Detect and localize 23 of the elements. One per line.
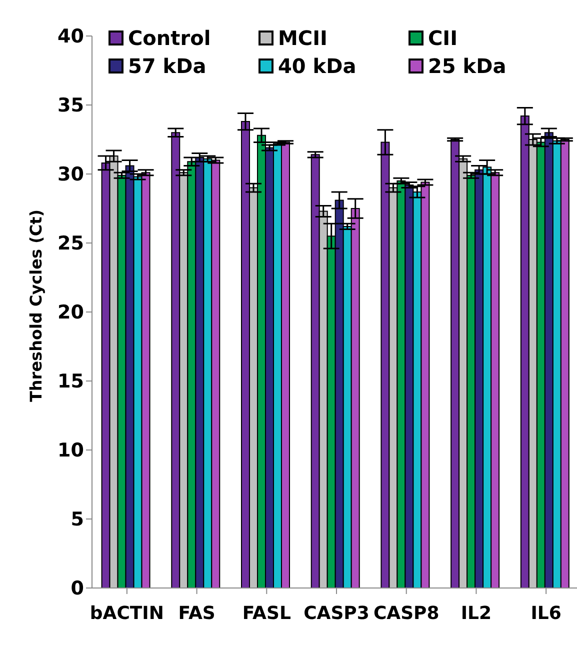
x-tick-label: CASP3 (304, 602, 370, 624)
x-tick-label: IL6 (530, 602, 562, 624)
x-tick-label: CASP8 (373, 602, 440, 624)
y-tick-label: 30 (58, 164, 84, 186)
y-axis-title: Threshold Cycles (Ct) (26, 209, 46, 402)
y-tick-label: 20 (58, 302, 84, 324)
x-tick-label: bACTIN (90, 602, 164, 624)
y-tick-label: 35 (58, 94, 84, 117)
legend-label: 25 kDa (428, 54, 506, 78)
x-tick-label: IL2 (460, 602, 492, 624)
x-tick-label: FASL (242, 602, 291, 624)
legend-label: MCII (278, 26, 328, 50)
x-tick-label: FAS (178, 602, 216, 624)
y-tick-label: 5 (70, 508, 84, 531)
legend-label: 57 kDa (128, 54, 206, 78)
legend-label: CII (428, 26, 458, 50)
legend-label: Control (128, 26, 211, 50)
y-tick-label: 15 (58, 370, 84, 393)
y-tick-label: 25 (58, 232, 84, 255)
legend-label: 40 kDa (278, 54, 356, 78)
y-tick-label: 10 (58, 440, 84, 462)
y-tick-label: 0 (70, 578, 84, 600)
y-tick-label: 40 (58, 26, 84, 48)
